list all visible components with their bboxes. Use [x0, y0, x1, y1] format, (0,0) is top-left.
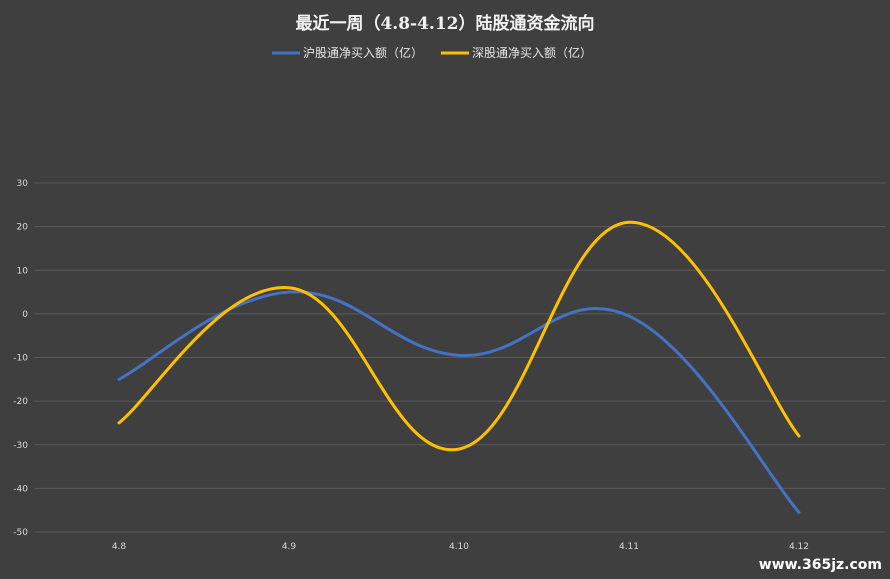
watermark: www.365jz.com [759, 557, 882, 573]
x-tick-label: 4.8 [112, 542, 127, 552]
y-tick-label: -10 [13, 354, 28, 364]
legend-label-shenzhen: 深股通净买入额（亿） [472, 45, 592, 60]
x-tick-label: 4.11 [619, 542, 639, 552]
y-tick-label: -20 [13, 397, 28, 407]
chart-title: 最近一周（4.8-4.12）陆股通资金流向 [295, 13, 594, 34]
legend-label-shanghai: 沪股通净买入额（亿） [303, 45, 423, 60]
legend: 沪股通净买入额（亿） 深股通净买入额（亿） [272, 45, 592, 60]
y-tick-label: 10 [17, 266, 29, 276]
y-tick-label: -50 [13, 528, 28, 538]
x-axis-ticks: 4.8 4.9 4.10 4.11 4.12 [112, 542, 809, 552]
x-tick-label: 4.9 [282, 542, 297, 552]
y-tick-label: -30 [13, 441, 28, 451]
x-tick-label: 4.10 [449, 542, 469, 552]
y-tick-label: 30 [17, 179, 29, 189]
series-lines [117, 220, 801, 514]
x-tick-label: 4.12 [789, 542, 809, 552]
series-line-shenzhen [117, 220, 801, 452]
series-line-shanghai [117, 290, 801, 514]
y-tick-label: -40 [13, 484, 28, 494]
grid [35, 182, 885, 533]
y-tick-label: 0 [22, 310, 28, 320]
y-tick-label: 20 [17, 223, 29, 233]
y-axis-ticks: 30 20 10 0 -10 -20 -30 -40 -50 [13, 179, 28, 538]
